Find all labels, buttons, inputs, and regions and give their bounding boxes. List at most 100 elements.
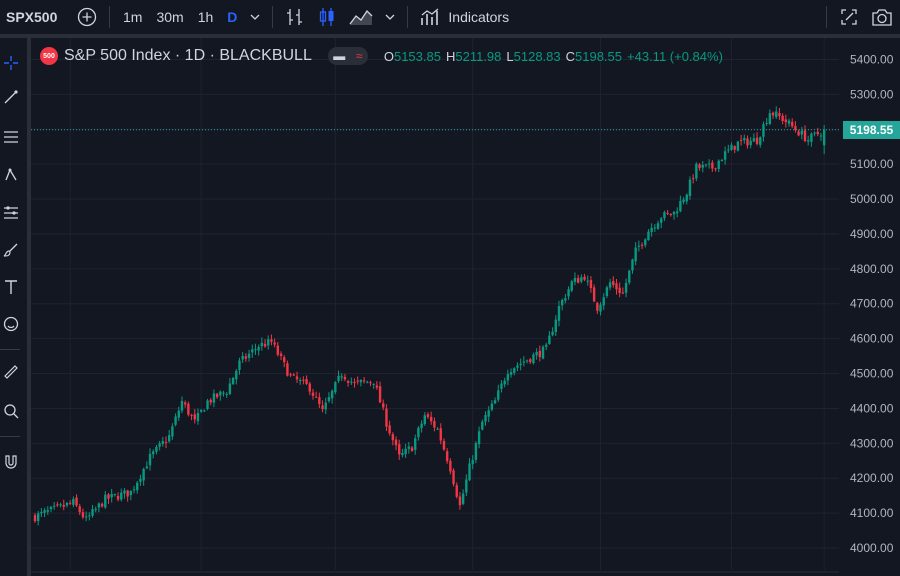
candle-body [423, 415, 426, 425]
magnet-tool[interactable] [0, 451, 22, 473]
bars-icon [287, 9, 303, 25]
forecast-tool[interactable] [0, 201, 22, 223]
timeframe-dropdown[interactable] [244, 0, 266, 34]
candle-body [589, 280, 593, 288]
legend-visibility-toggle[interactable]: ▬ ≈ [327, 47, 368, 65]
candle-body [212, 393, 216, 403]
candle-body [417, 427, 420, 438]
symbol-search[interactable]: SPX500 [6, 9, 58, 25]
candle-body [247, 353, 251, 358]
candle-body [596, 302, 599, 311]
candle-body [129, 490, 133, 496]
indicators-icon [421, 8, 439, 25]
crosshair-tool[interactable] [0, 52, 22, 74]
candle-body [468, 463, 471, 481]
pattern-tool[interactable] [0, 164, 22, 186]
timeframe-1m[interactable]: 1m [123, 9, 143, 25]
candle-body [493, 400, 497, 404]
close-label: C [565, 48, 576, 64]
candle-body [251, 349, 254, 353]
candle-body [695, 163, 698, 179]
candle-body [819, 135, 823, 137]
candle-body [784, 119, 788, 123]
candle-body [471, 460, 474, 465]
measure-tool[interactable] [0, 361, 22, 383]
compare-add-button[interactable] [71, 0, 103, 34]
camera-icon [872, 9, 892, 26]
fullscreen-button[interactable] [833, 0, 865, 34]
timeframe-d[interactable]: D [227, 9, 238, 25]
candle-body [541, 346, 545, 359]
candle-body [369, 382, 372, 384]
candle-body [679, 200, 682, 212]
candle-body [787, 120, 791, 124]
candle-body [40, 511, 43, 514]
candle-body [219, 391, 222, 396]
candle-body [116, 495, 120, 500]
candle-body [276, 345, 280, 355]
candle-body [199, 409, 203, 412]
price-tick-label: 4200.00 [850, 471, 894, 485]
area-style-button[interactable] [343, 0, 379, 34]
candle-body [414, 438, 417, 450]
snapshot-button[interactable] [865, 0, 900, 34]
candle-body [717, 160, 720, 169]
chart-type-dropdown[interactable] [379, 0, 401, 34]
ruler-icon [4, 365, 18, 379]
candle-body [608, 282, 612, 288]
candle-body [490, 403, 494, 410]
zoom-tool[interactable] [0, 400, 22, 422]
candle-body [314, 396, 318, 398]
timeframe-30m[interactable]: 30m [156, 9, 184, 25]
candle-body [794, 125, 797, 131]
candle-body [244, 356, 248, 359]
trendline-tool[interactable] [0, 86, 22, 108]
text-tool[interactable] [0, 276, 22, 298]
candle-body [429, 416, 433, 422]
icon-tool[interactable] [0, 313, 22, 335]
candle-body [481, 421, 484, 430]
open-value: 5153.85 [393, 48, 441, 64]
candle-body [273, 342, 276, 345]
candle-body [755, 137, 759, 144]
symbol-logo-badge: 500 [40, 47, 58, 65]
candle-body [382, 403, 385, 408]
candle-body [573, 277, 577, 282]
price-axis[interactable]: 4000.00 4100.00 4200.00 4300.00 4400.00 4500.… [839, 38, 900, 576]
fib-tool[interactable] [0, 126, 22, 148]
candle-body [529, 359, 532, 363]
timeframe-1h[interactable]: 1h [197, 9, 214, 25]
candles-style-button[interactable] [311, 0, 343, 34]
candle-body [62, 504, 65, 507]
candle-body [449, 460, 452, 472]
candle-body [88, 515, 91, 517]
eye-icon: ▬ [333, 49, 346, 63]
candle-body [225, 393, 228, 395]
price-chart[interactable]: 4000.00 4100.00 4200.00 4300.00 4400.00 4500.… [31, 38, 900, 576]
time-axis[interactable]: MayJulSepNov2024Mar15 [31, 571, 879, 576]
candle-body [746, 138, 749, 146]
candle-body [628, 270, 631, 283]
candle-body [196, 413, 200, 422]
price-tick-label: 4000.00 [850, 541, 894, 555]
toolbar-divider [826, 6, 827, 28]
price-tick-label: 4600.00 [850, 332, 894, 346]
candle-body [148, 453, 152, 466]
top-toolbar: SPX500 1m 30m 1h D Indicators [0, 0, 900, 38]
candle-body [538, 350, 542, 358]
candle-body [110, 493, 113, 498]
indicators-button[interactable]: Indicators [414, 0, 514, 34]
candle-body [730, 144, 733, 150]
brush-tool[interactable] [0, 239, 22, 261]
candle-body [107, 494, 110, 499]
candle-body [653, 227, 657, 229]
candle-body [241, 355, 244, 360]
bar-style-button[interactable] [279, 0, 311, 34]
candle-body [576, 278, 580, 283]
candle-body [586, 280, 589, 282]
candle-body [187, 403, 190, 415]
candle-body [564, 298, 567, 301]
candle-body [461, 493, 465, 504]
legend-title[interactable]: S&P 500 Index · 1D · BLACKBULL [64, 47, 312, 64]
candle-body [267, 339, 270, 346]
